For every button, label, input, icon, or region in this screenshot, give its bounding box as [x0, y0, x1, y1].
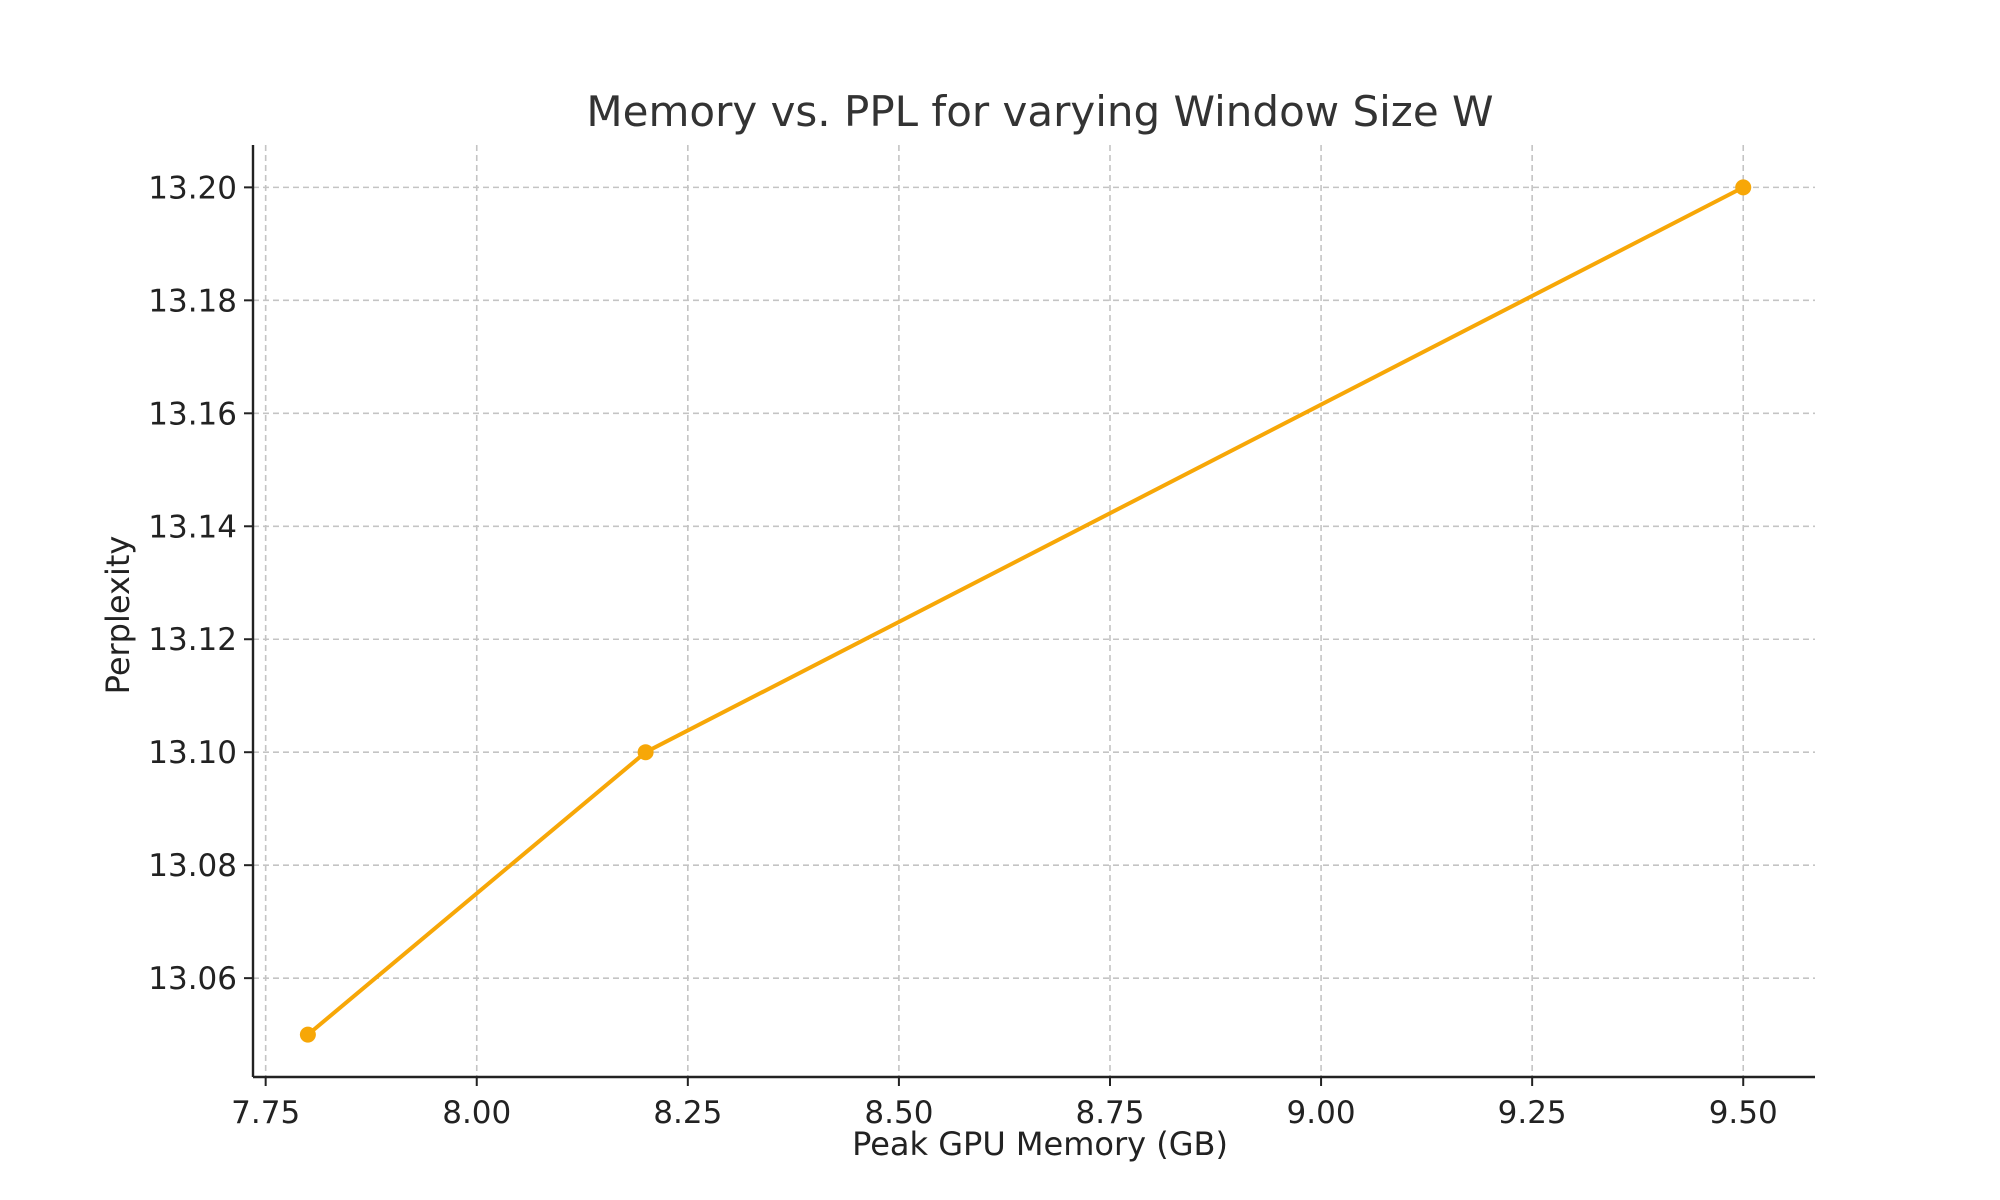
- y-tick-label: 13.16: [148, 396, 237, 432]
- x-tick-label: 7.75: [231, 1095, 300, 1131]
- y-tick-label: 13.14: [148, 509, 237, 545]
- y-tick-label: 13.10: [148, 735, 237, 771]
- x-tick-label: 8.00: [442, 1095, 511, 1131]
- x-tick-label: 9.25: [1498, 1095, 1567, 1131]
- y-tick-label: 13.12: [148, 622, 237, 658]
- y-axis-label: Perplexity: [99, 536, 137, 695]
- y-tick-label: 13.20: [148, 170, 237, 206]
- y-tick-label: 13.18: [148, 283, 237, 319]
- data-point: [299, 1026, 316, 1043]
- data-point: [1735, 179, 1752, 196]
- ticks: 7.75 8.00 8.25 8.50 8.75 9.00 9.25 9.50 13.06 13.…: [148, 170, 1777, 1131]
- x-tick-label: 9.00: [1287, 1095, 1356, 1131]
- x-tick-label: 8.25: [653, 1095, 722, 1131]
- series-line: [305, 185, 1746, 1037]
- x-tick-label: 9.50: [1709, 1095, 1778, 1131]
- chart-title: Memory vs. PPL for varying Window Size W: [586, 87, 1493, 136]
- data-point: [637, 744, 654, 761]
- x-tick-label: 8.75: [1075, 1095, 1144, 1131]
- x-axis-label: Peak GPU Memory (GB): [852, 1125, 1228, 1163]
- x-tick-label: 8.50: [864, 1095, 933, 1131]
- axes: [251, 145, 1815, 1079]
- grid: [253, 145, 1815, 1077]
- y-tick-label: 13.08: [148, 848, 237, 884]
- series: [299, 179, 1752, 1043]
- y-tick-label: 13.06: [148, 961, 237, 997]
